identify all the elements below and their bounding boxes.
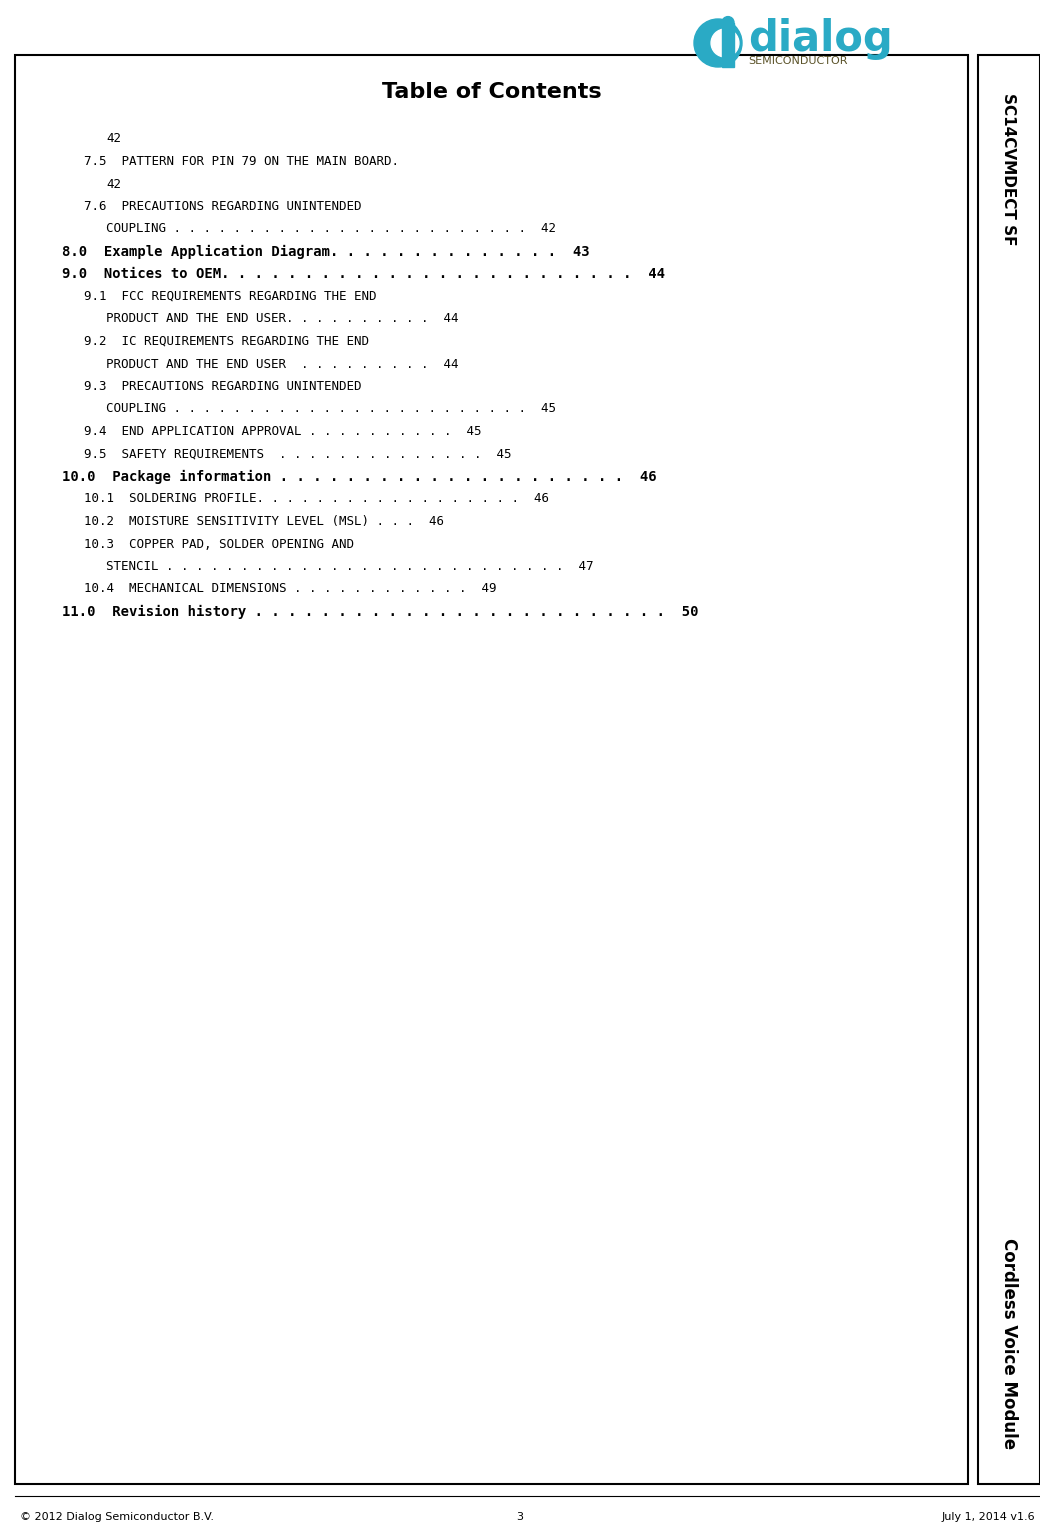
- Text: 9.5  SAFETY REQUIREMENTS  . . . . . . . . . . . . . .  45: 9.5 SAFETY REQUIREMENTS . . . . . . . . …: [84, 448, 512, 460]
- Text: 9.0  Notices to OEM. . . . . . . . . . . . . . . . . . . . . . . . .  44: 9.0 Notices to OEM. . . . . . . . . . . …: [62, 266, 665, 282]
- Text: SC14CVMDECT SF: SC14CVMDECT SF: [1002, 92, 1016, 245]
- Text: 7.5  PATTERN FOR PIN 79 ON THE MAIN BOARD.: 7.5 PATTERN FOR PIN 79 ON THE MAIN BOARD…: [84, 155, 399, 168]
- Text: 11.0  Revision history . . . . . . . . . . . . . . . . . . . . . . . . .  50: 11.0 Revision history . . . . . . . . . …: [62, 605, 699, 619]
- Text: 9.2  IC REQUIREMENTS REGARDING THE END: 9.2 IC REQUIREMENTS REGARDING THE END: [84, 336, 369, 348]
- Text: 10.4  MECHANICAL DIMENSIONS . . . . . . . . . . . .  49: 10.4 MECHANICAL DIMENSIONS . . . . . . .…: [84, 582, 496, 596]
- Text: 3: 3: [517, 1511, 523, 1522]
- FancyBboxPatch shape: [15, 55, 968, 1484]
- Text: Cordless Voice Module: Cordless Voice Module: [1000, 1239, 1018, 1450]
- Text: Table of Contents: Table of Contents: [382, 82, 601, 102]
- Circle shape: [722, 17, 734, 29]
- Text: 42: 42: [106, 132, 121, 146]
- Text: SEMICONDUCTOR: SEMICONDUCTOR: [748, 55, 848, 66]
- Text: 10.3  COPPER PAD, SOLDER OPENING AND: 10.3 COPPER PAD, SOLDER OPENING AND: [84, 537, 354, 551]
- Text: 8.0  Example Application Diagram. . . . . . . . . . . . . .  43: 8.0 Example Application Diagram. . . . .…: [62, 245, 590, 259]
- Text: © 2012 Dialog Semiconductor B.V.: © 2012 Dialog Semiconductor B.V.: [20, 1511, 214, 1522]
- Text: 10.1  SOLDERING PROFILE. . . . . . . . . . . . . . . . . .  46: 10.1 SOLDERING PROFILE. . . . . . . . . …: [84, 492, 549, 505]
- Text: 10.2  MOISTURE SENSITIVITY LEVEL (MSL) . . .  46: 10.2 MOISTURE SENSITIVITY LEVEL (MSL) . …: [84, 516, 444, 528]
- Text: 9.4  END APPLICATION APPROVAL . . . . . . . . . .  45: 9.4 END APPLICATION APPROVAL . . . . . .…: [84, 425, 482, 439]
- Text: July 1, 2014 v1.6: July 1, 2014 v1.6: [941, 1511, 1035, 1522]
- FancyBboxPatch shape: [978, 55, 1040, 1484]
- Text: COUPLING . . . . . . . . . . . . . . . . . . . . . . . .  42: COUPLING . . . . . . . . . . . . . . . .…: [106, 223, 556, 235]
- Text: 7.6  PRECAUTIONS REGARDING UNINTENDED: 7.6 PRECAUTIONS REGARDING UNINTENDED: [84, 200, 362, 212]
- Text: COUPLING . . . . . . . . . . . . . . . . . . . . . . . .  45: COUPLING . . . . . . . . . . . . . . . .…: [106, 403, 556, 416]
- FancyBboxPatch shape: [722, 23, 734, 68]
- Text: dialog: dialog: [748, 18, 892, 60]
- Text: PRODUCT AND THE END USER  . . . . . . . . .  44: PRODUCT AND THE END USER . . . . . . . .…: [106, 357, 459, 371]
- Circle shape: [711, 29, 739, 57]
- Text: 9.3  PRECAUTIONS REGARDING UNINTENDED: 9.3 PRECAUTIONS REGARDING UNINTENDED: [84, 380, 362, 392]
- Text: 9.1  FCC REQUIREMENTS REGARDING THE END: 9.1 FCC REQUIREMENTS REGARDING THE END: [84, 289, 376, 303]
- Text: STENCIL . . . . . . . . . . . . . . . . . . . . . . . . . . .  47: STENCIL . . . . . . . . . . . . . . . . …: [106, 560, 594, 573]
- Circle shape: [694, 18, 742, 68]
- Text: 42: 42: [106, 177, 121, 191]
- Text: 10.0  Package information . . . . . . . . . . . . . . . . . . . . .  46: 10.0 Package information . . . . . . . .…: [62, 469, 656, 483]
- Text: PRODUCT AND THE END USER. . . . . . . . . .  44: PRODUCT AND THE END USER. . . . . . . . …: [106, 312, 459, 326]
